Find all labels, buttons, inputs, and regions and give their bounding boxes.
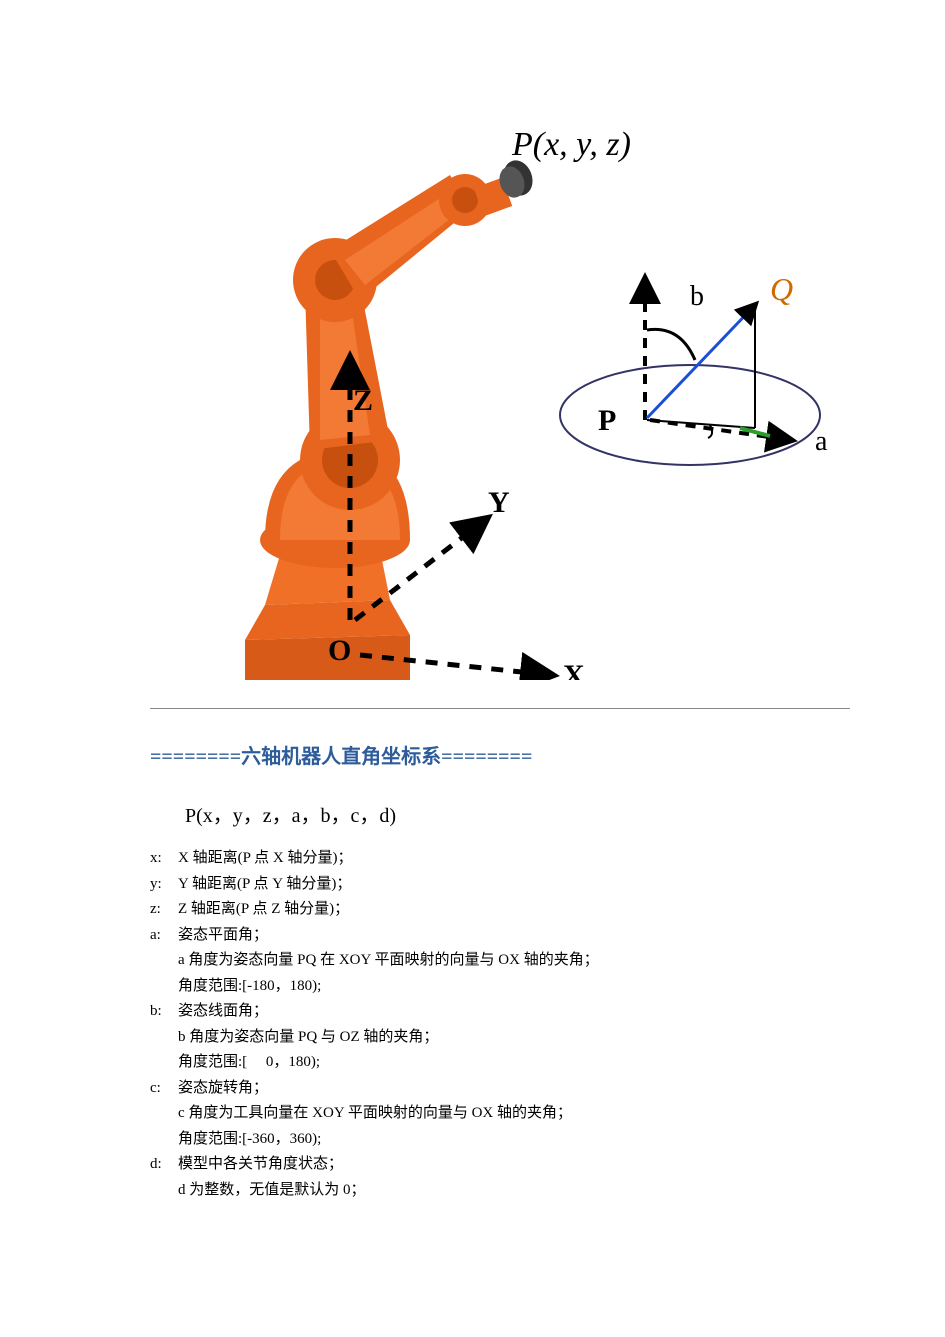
axis-label-X: X: [563, 659, 585, 680]
def-z-content: Z 轴距离(P 点 Z 轴分量)；: [178, 897, 795, 923]
diagram-separator: [150, 708, 850, 709]
formula-P: P(x，y，z，a，b，c，d): [185, 799, 795, 828]
angle-label-P: P: [598, 404, 616, 437]
def-d-line1: 模型中各关节角度状态；: [178, 1152, 795, 1178]
diagram-container: O X Y Z P(x, y, z): [150, 120, 850, 680]
robot-diagram-svg: O X Y Z P(x, y, z): [150, 120, 850, 680]
angle-label-Q: Q: [770, 271, 793, 307]
axis-label-O: O: [328, 634, 351, 667]
def-c: c: 姿态旋转角；: [150, 1076, 795, 1102]
document-page: O X Y Z P(x, y, z): [0, 0, 945, 1337]
def-y-content: Y 轴距离(P 点 Y 轴分量)；: [178, 872, 795, 898]
def-y-label: y:: [150, 872, 178, 898]
def-c-line1: 姿态旋转角；: [178, 1076, 795, 1102]
def-a-line1: 姿态平面角；: [178, 923, 795, 949]
def-a: a: 姿态平面角；: [150, 923, 795, 949]
def-a-label: a:: [150, 923, 178, 949]
label-P-formula: P(x, y, z): [511, 126, 631, 163]
def-b-line1: 姿态线面角；: [178, 999, 795, 1025]
def-y: y: Y 轴距离(P 点 Y 轴分量)；: [150, 872, 795, 898]
robot-body: [245, 156, 537, 680]
def-b-line3: 角度范围:[ 0，180);: [178, 1050, 795, 1076]
angle-label-a: a: [815, 426, 828, 457]
section-title: ========六轴机器人直角坐标系========: [150, 740, 795, 769]
def-a-line2: a 角度为姿态向量 PQ 在 XOY 平面映射的向量与 OX 轴的夹角；: [178, 948, 795, 974]
angle-diagram: Q P a b: [560, 271, 828, 465]
def-c-label: c:: [150, 1076, 178, 1102]
def-x-label: x:: [150, 846, 178, 872]
def-z: z: Z 轴距离(P 点 Z 轴分量)；: [150, 897, 795, 923]
axis-label-Y: Y: [488, 486, 510, 519]
def-c-line3: 角度范围:[-360，360);: [178, 1127, 795, 1153]
definitions-list: x: X 轴距离(P 点 X 轴分量)； y: Y 轴距离(P 点 Y 轴分量)…: [150, 846, 795, 1203]
def-x-content: X 轴距离(P 点 X 轴分量)；: [178, 846, 795, 872]
def-b-line2: b 角度为姿态向量 PQ 与 OZ 轴的夹角；: [178, 1025, 795, 1051]
def-c-line2: c 角度为工具向量在 XOY 平面映射的向量与 OX 轴的夹角；: [178, 1101, 795, 1127]
angle-label-b: b: [690, 281, 704, 312]
def-d-label: d:: [150, 1152, 178, 1178]
def-b-label: b:: [150, 999, 178, 1025]
axis-label-Z: Z: [353, 384, 373, 417]
def-z-label: z:: [150, 897, 178, 923]
def-d: d: 模型中各关节角度状态；: [150, 1152, 795, 1178]
def-d-line2: d 为整数，无值是默认为 0；: [178, 1178, 795, 1204]
def-a-line3: 角度范围:[-180，180);: [178, 974, 795, 1000]
def-b: b: 姿态线面角；: [150, 999, 795, 1025]
def-x: x: X 轴距离(P 点 X 轴分量)；: [150, 846, 795, 872]
